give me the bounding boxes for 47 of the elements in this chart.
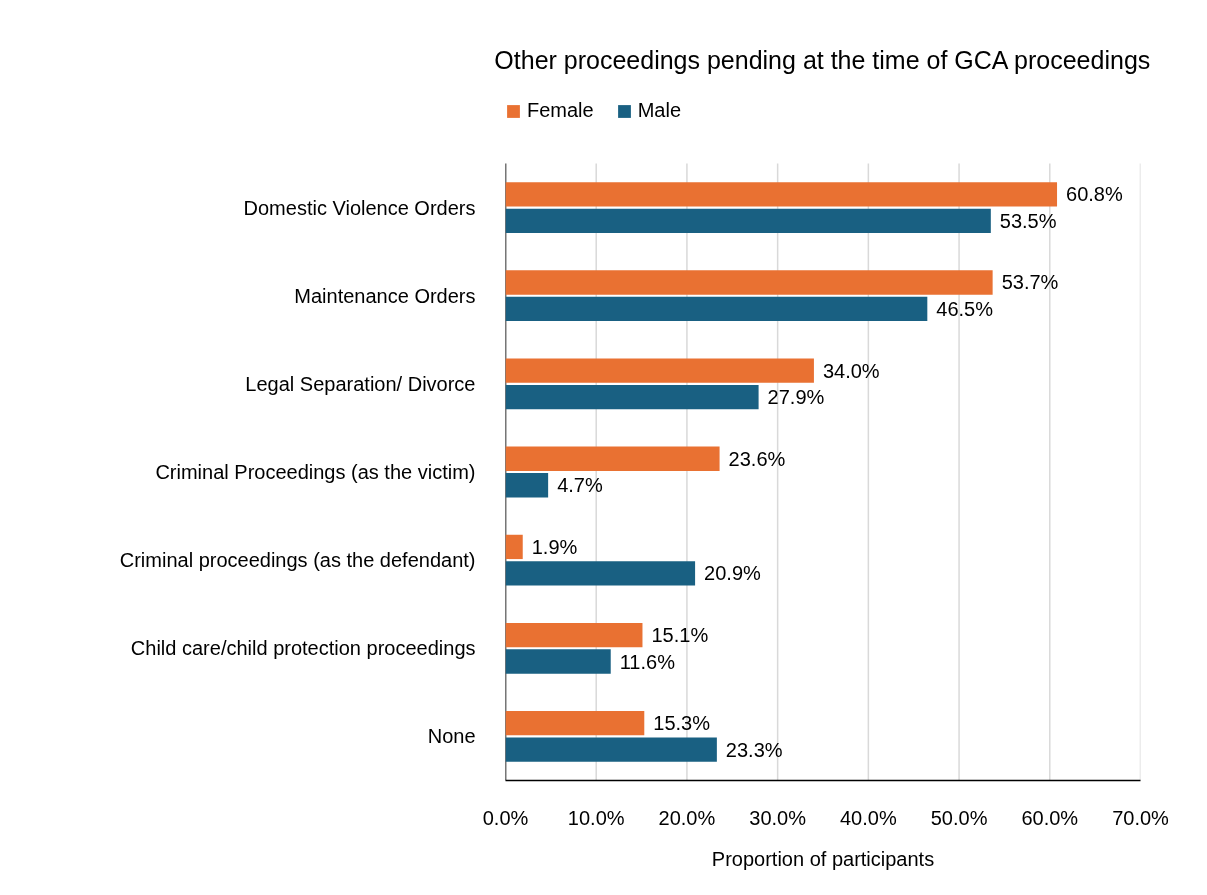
legend-label: Female (527, 99, 594, 122)
bar (505, 737, 717, 762)
x-tick-label: 10.0% (567, 806, 625, 829)
data-label: 53.5% (999, 209, 1057, 232)
y-tick-label: Maintenance Orders (294, 284, 476, 307)
bar (505, 384, 759, 410)
data-label: 4.7% (557, 474, 603, 497)
data-label: 23.6% (728, 447, 786, 470)
y-tick-label: Domestic Violence Orders (243, 196, 476, 219)
x-tick-label: 30.0% (749, 806, 807, 829)
bar (505, 622, 643, 648)
y-tick-label: Criminal Proceedings (as the victim) (155, 461, 476, 483)
data-label: 34.0% (822, 359, 880, 382)
bar (505, 270, 993, 295)
bar (505, 296, 928, 322)
y-tick-label: None (427, 725, 476, 748)
y-tick-label: Criminal proceedings (as the defendant) (119, 549, 476, 572)
x-axis-title: Proportion of participants (711, 847, 935, 870)
data-label: 27.9% (767, 386, 825, 409)
x-tick-label: 50.0% (930, 806, 988, 829)
x-tick-label: 40.0% (840, 806, 897, 829)
bar (505, 446, 720, 471)
data-label: 15.1% (651, 624, 709, 647)
bar (505, 473, 549, 498)
data-label: 60.8% (1066, 183, 1123, 206)
data-label: 15.3% (653, 712, 711, 735)
data-label: 23.3% (725, 738, 783, 761)
data-label: 11.6% (619, 650, 676, 673)
bar (505, 561, 696, 586)
x-tick-label: 60.0% (1021, 806, 1079, 829)
y-tick-label: Legal Separation/ Divorce (245, 372, 476, 395)
bar (505, 182, 1058, 207)
x-tick-label: 70.0% (1112, 806, 1170, 829)
bar (505, 534, 523, 560)
y-tick-label: Child care/child protection proceedings (130, 637, 476, 660)
x-tick-label: 20.0% (658, 806, 716, 829)
legend-label: Male (637, 99, 682, 122)
bar (505, 208, 991, 233)
data-label: 53.7% (1001, 271, 1059, 294)
bar (505, 649, 611, 674)
data-label: 20.9% (704, 562, 762, 585)
data-label: 46.5% (936, 297, 994, 320)
bar (505, 358, 814, 383)
bar (505, 711, 645, 736)
data-label: 1.9% (531, 535, 578, 558)
x-tick-label: 0.0% (482, 806, 529, 829)
chart-title: Other proceedings pending at the time of GCA proceedings (494, 45, 1151, 74)
